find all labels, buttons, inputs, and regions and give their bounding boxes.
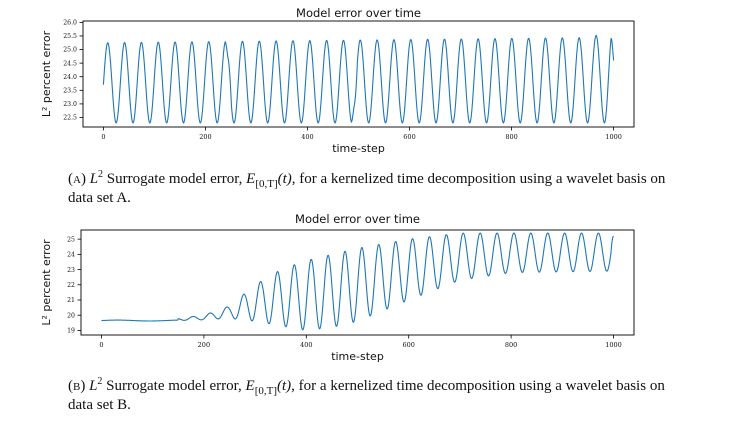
chart-b-xtick-label-4: 800 xyxy=(505,341,517,349)
chart-b-axes-frame xyxy=(80,229,635,336)
chart-a-ytick-label-2: 23.5 xyxy=(63,88,77,95)
chart-b-ytick-label-1: 20 xyxy=(67,312,75,319)
chart-a-ytick-label-0: 22.5 xyxy=(63,115,77,122)
caption-b-tag: (b) xyxy=(68,378,86,394)
chart-b-xtick-label-0: 0 xyxy=(99,341,103,349)
chart-a-title: Model error over time xyxy=(296,6,421,20)
caption-a-l2-sup: 2 xyxy=(98,169,104,180)
chart-b-ytick-label-3: 22 xyxy=(67,282,75,289)
caption-a: (a) L2 Surrogate model error, E[0,T](t),… xyxy=(68,170,668,208)
caption-a-e: E xyxy=(246,171,256,187)
chart-b-ytick-label-6: 25 xyxy=(67,236,75,243)
caption-b-text2: , for a kernelized time decomposition us… xyxy=(68,378,665,413)
chart-b-title: Model error over time xyxy=(295,212,420,226)
caption-b-text1: Surrogate model error, xyxy=(102,378,246,394)
chart-b-ytick-label-2: 21 xyxy=(67,297,75,304)
chart-b-ytick-label-0: 19 xyxy=(67,328,75,335)
chart-b-xtick-label-5: 1000 xyxy=(605,341,622,349)
caption-a-sub: [0,T] xyxy=(255,178,278,190)
chart-a-ytick-label-5: 25.0 xyxy=(63,47,77,54)
chart-b-ylabel: L² percent error xyxy=(40,239,53,326)
chart-a-xtick-label-0: 0 xyxy=(101,133,105,141)
chart-b-ytick-label-5: 24 xyxy=(67,252,75,259)
chart-a-xlabel: time-step xyxy=(332,142,385,155)
chart-a-xtick-label-2: 400 xyxy=(301,133,313,141)
caption-a-args: (t) xyxy=(277,171,292,187)
chart-a-xtick-label-4: 800 xyxy=(505,133,517,141)
chart-a-series-line xyxy=(102,34,615,124)
caption-a-l2: L xyxy=(89,171,99,187)
chart-a: Model error over time 0 200 400 600 800 1000 22… xyxy=(40,6,635,155)
chart-a-ytick-label-3: 24.0 xyxy=(63,74,77,81)
chart-a-ytick-label-1: 23.0 xyxy=(63,101,77,108)
chart-b-xlabel: time-step xyxy=(331,350,384,363)
chart-b-xtick-label-1: 200 xyxy=(198,341,210,349)
caption-b-l2: L xyxy=(89,378,98,394)
chart-a-ytick-label-7: 26.0 xyxy=(63,20,77,27)
chart-b: Model error over time 0 200 400 600 800 1000 19… xyxy=(40,212,635,363)
caption-b: (b) L2 Surrogate model error, E[0,T](t),… xyxy=(68,377,668,415)
caption-b-e: E xyxy=(245,378,255,394)
chart-b-series-line xyxy=(101,232,614,331)
chart-a-ytick-label-6: 25.5 xyxy=(63,33,77,40)
caption-a-tag: (a) xyxy=(68,171,86,187)
caption-a-text1: Surrogate model error, xyxy=(103,171,247,187)
chart-b-xtick-label-3: 600 xyxy=(402,341,414,349)
chart-a-axes-frame xyxy=(82,20,635,128)
chart-a-xtick-label-1: 200 xyxy=(199,133,211,141)
caption-a-text2: , for a kernelized time decomposition us… xyxy=(68,171,666,206)
caption-b-sub: [0,T] xyxy=(254,385,277,397)
caption-b-l2-sup: 2 xyxy=(97,376,103,387)
caption-b-args: (t) xyxy=(277,378,292,394)
chart-b-ytick-label-4: 23 xyxy=(67,267,75,274)
chart-a-ylabel: L² percent error xyxy=(40,30,53,117)
chart-a-ytick-label-4: 24.5 xyxy=(63,60,77,67)
chart-b-xtick-label-2: 400 xyxy=(300,341,312,349)
chart-a-xtick-label-3: 600 xyxy=(403,133,415,141)
chart-a-xtick-label-5: 1000 xyxy=(605,133,622,141)
